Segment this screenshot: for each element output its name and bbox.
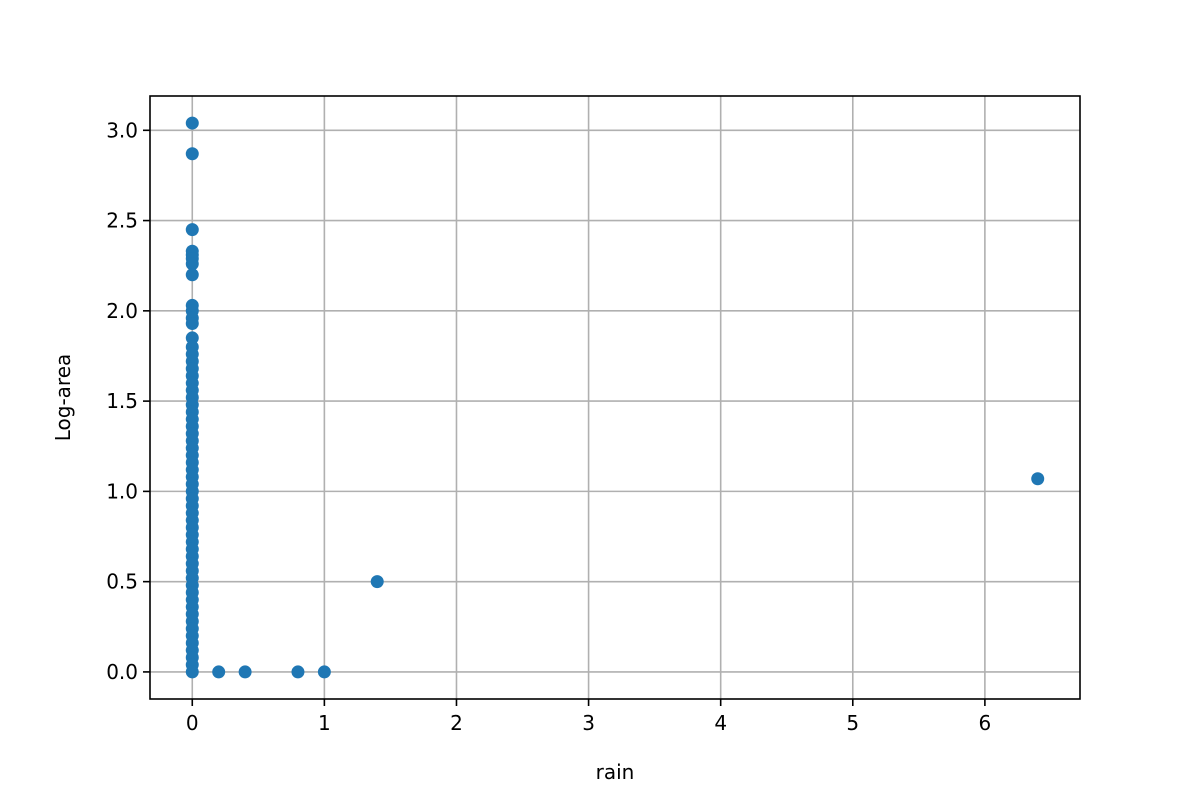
y-tick-label: 2.5	[106, 209, 138, 233]
data-point	[185, 147, 199, 161]
data-point	[370, 575, 384, 589]
y-tick-label: 2.0	[106, 299, 138, 323]
x-tick-label: 4	[714, 711, 727, 735]
data-point	[185, 331, 199, 345]
x-tick-label: 5	[846, 711, 859, 735]
grid	[150, 96, 1080, 699]
x-axis-label: rain	[596, 760, 635, 784]
data-point	[317, 665, 331, 679]
y-tick-label: 0.0	[106, 660, 138, 684]
data-point	[185, 223, 199, 237]
y-tick-label: 3.0	[106, 118, 138, 142]
data-point	[185, 316, 199, 330]
x-tick-label: 3	[582, 711, 595, 735]
y-axis-label: Log-area	[51, 354, 75, 442]
data-point	[238, 665, 252, 679]
x-tick-label: 0	[186, 711, 199, 735]
data-point	[185, 116, 199, 130]
data-point	[291, 665, 305, 679]
y-tick-label: 0.5	[106, 570, 138, 594]
x-tick-label: 1	[318, 711, 331, 735]
plot-area-frame	[149, 95, 1081, 700]
data-point	[185, 268, 199, 282]
data-point	[185, 665, 199, 679]
x-tick-label: 6	[979, 711, 992, 735]
x-tick-label: 2	[450, 711, 463, 735]
data-points	[185, 116, 1045, 679]
y-tick-label: 1.5	[106, 389, 138, 413]
y-axis-ticks: 0.0 0.5 1.0 1.5 2.0 2.5 3.0	[106, 118, 150, 684]
data-point	[1031, 472, 1045, 486]
data-point	[185, 257, 199, 271]
y-tick-label: 1.0	[106, 479, 138, 503]
x-axis-ticks: 0 1 2 3 4 5 6	[186, 699, 991, 735]
data-point	[212, 665, 226, 679]
